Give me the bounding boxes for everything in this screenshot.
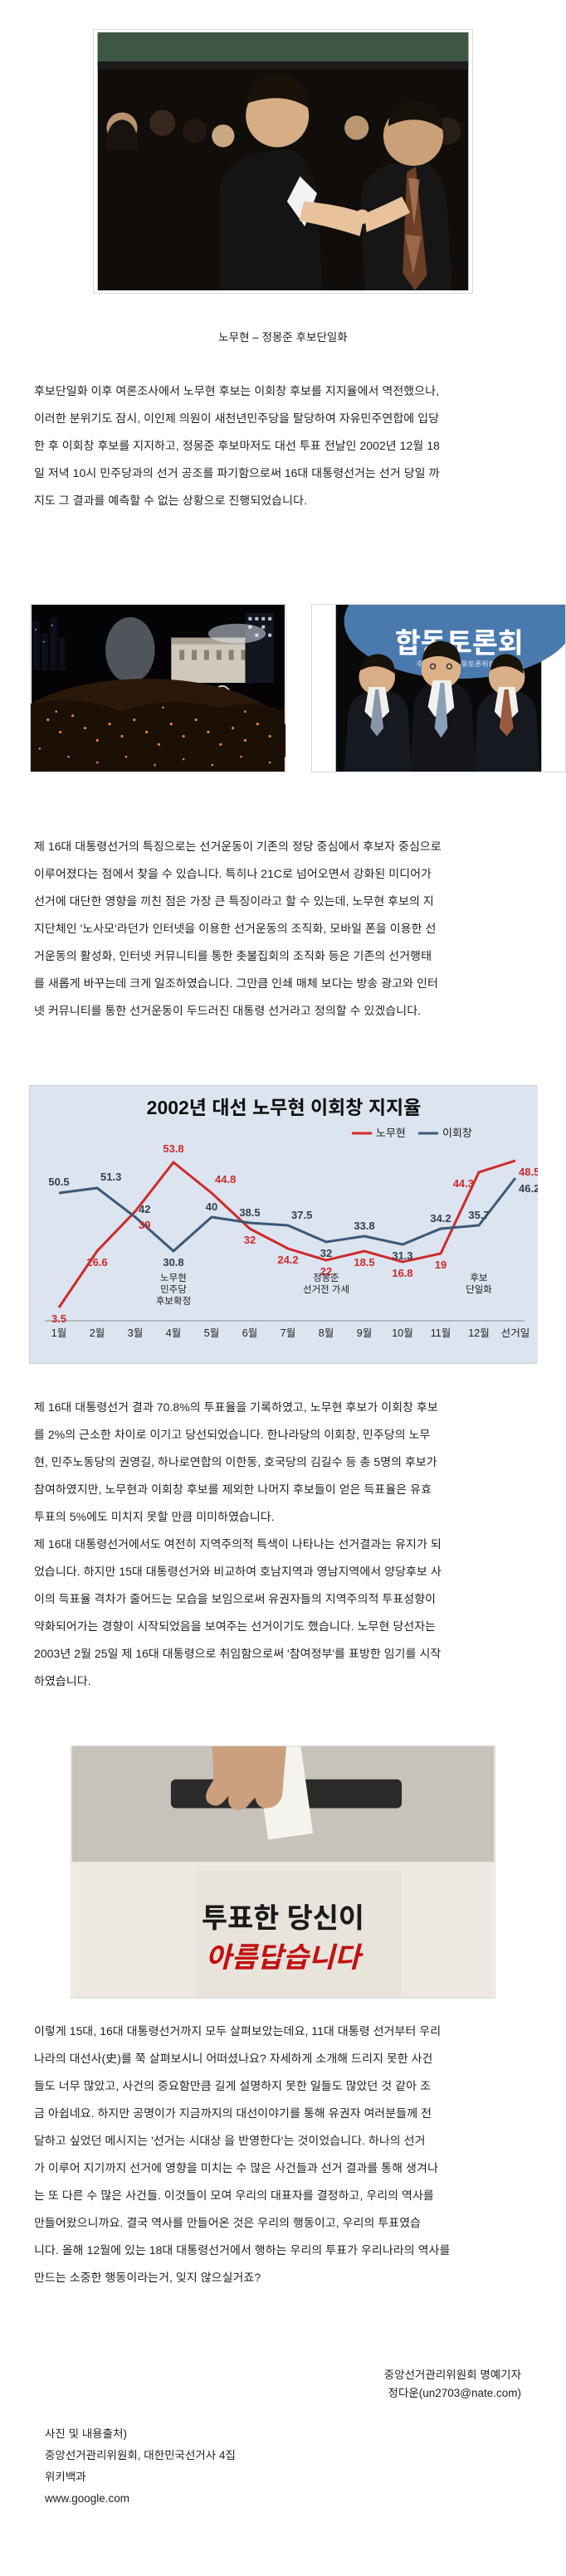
svg-text:6월: 6월	[242, 1327, 257, 1339]
svg-text:9월: 9월	[357, 1327, 372, 1339]
svg-text:11월: 11월	[431, 1327, 451, 1339]
svg-text:18.5: 18.5	[354, 1256, 374, 1269]
svg-text:단일화: 단일화	[466, 1284, 492, 1295]
svg-text:이회창: 이회창	[442, 1127, 472, 1139]
svg-text:44.8: 44.8	[215, 1173, 236, 1186]
svg-text:후보: 후보	[470, 1273, 488, 1283]
svg-text:33.8: 33.8	[354, 1220, 374, 1232]
svg-text:19: 19	[435, 1259, 446, 1271]
svg-text:2002년 대선 노무현 이회창 지지율: 2002년 대선 노무현 이회창 지지율	[147, 1097, 422, 1118]
svg-text:1월: 1월	[51, 1327, 66, 1339]
svg-text:48.5: 48.5	[519, 1166, 538, 1178]
svg-text:3.5: 3.5	[51, 1312, 66, 1325]
svg-text:26.6: 26.6	[86, 1256, 107, 1269]
svg-text:38.5: 38.5	[239, 1206, 260, 1219]
svg-text:30.8: 30.8	[163, 1256, 183, 1269]
svg-text:4월: 4월	[166, 1327, 181, 1339]
svg-text:50.5: 50.5	[48, 1176, 69, 1188]
svg-text:34.2: 34.2	[430, 1212, 451, 1225]
svg-text:선거전 가세: 선거전 가세	[303, 1284, 349, 1295]
svg-text:42: 42	[139, 1203, 150, 1215]
svg-text:8월: 8월	[319, 1327, 334, 1339]
svg-text:후보확정: 후보확정	[156, 1296, 191, 1307]
svg-text:12월: 12월	[468, 1327, 489, 1339]
svg-text:민주당: 민주당	[160, 1284, 187, 1295]
svg-text:노무현: 노무현	[376, 1127, 406, 1139]
svg-text:투표한 당신이: 투표한 당신이	[202, 1903, 364, 1935]
svg-text:53.8: 53.8	[163, 1142, 183, 1155]
svg-text:44.3: 44.3	[453, 1177, 474, 1190]
svg-text:아름답습니다: 아름답습니다	[206, 1942, 364, 1974]
svg-text:16.8: 16.8	[392, 1267, 412, 1279]
svg-text:3월: 3월	[128, 1327, 143, 1339]
svg-text:40: 40	[206, 1200, 217, 1213]
svg-text:51.3: 51.3	[100, 1171, 121, 1183]
svg-text:7월: 7월	[281, 1327, 295, 1339]
svg-text:2월: 2월	[90, 1327, 105, 1339]
svg-text:32: 32	[244, 1234, 256, 1246]
svg-text:선거일: 선거일	[501, 1327, 530, 1339]
svg-text:46.2: 46.2	[519, 1182, 538, 1195]
svg-text:10월: 10월	[392, 1327, 412, 1339]
svg-text:31.3: 31.3	[392, 1249, 412, 1262]
svg-text:정몽준: 정몽준	[313, 1273, 339, 1283]
svg-text:24.2: 24.2	[277, 1254, 298, 1266]
svg-text:노무현: 노무현	[160, 1272, 187, 1283]
svg-text:5월: 5월	[204, 1327, 219, 1339]
svg-text:35.7: 35.7	[468, 1209, 489, 1221]
svg-text:32: 32	[320, 1247, 332, 1259]
svg-text:37.5: 37.5	[291, 1209, 312, 1221]
svg-text:39: 39	[139, 1219, 150, 1231]
